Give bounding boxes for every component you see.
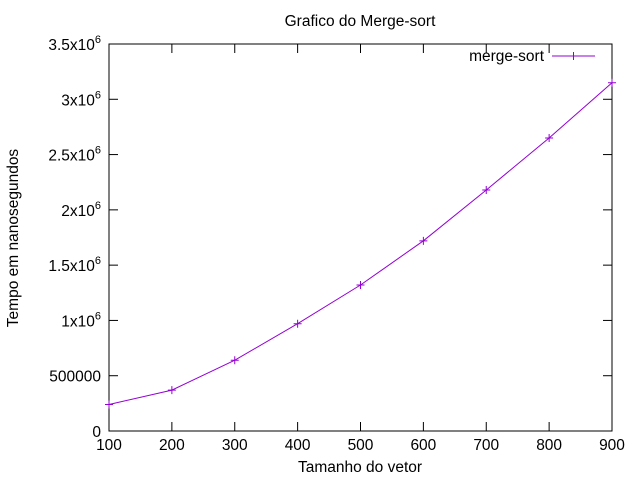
legend-label: merge-sort xyxy=(469,48,545,65)
y-tick-mantissa: 0 xyxy=(92,424,101,441)
y-axis-ticks: 05000001x1061.5x1062x1062.5x1063x1063.5x… xyxy=(48,34,612,441)
data-point-marker xyxy=(167,386,176,395)
data-point-marker xyxy=(105,400,113,409)
y-tick-label: 0 xyxy=(92,424,101,441)
data-point-marker xyxy=(545,133,554,142)
y-tick-mantissa: 1x10 xyxy=(61,313,95,330)
x-tick-label: 300 xyxy=(222,437,248,454)
y-tick-exponent: 6 xyxy=(95,34,101,46)
y-tick-exponent: 6 xyxy=(95,255,101,267)
y-tick-mantissa: 1.5x10 xyxy=(48,258,95,275)
y-tick-mantissa: 3x10 xyxy=(61,92,95,109)
y-tick-label: 2.5x106 xyxy=(48,145,101,165)
x-tick-label: 400 xyxy=(285,437,311,454)
x-tick-label: 900 xyxy=(599,437,625,454)
y-tick-label: 3.5x106 xyxy=(48,34,101,54)
x-axis-ticks: 100 200 300 400 500 600 700 800 900 xyxy=(96,44,625,454)
y-tick-exponent: 6 xyxy=(95,145,101,157)
x-tick-label: 500 xyxy=(348,437,374,454)
plot-frame xyxy=(108,43,613,432)
y-tick-label: 2x106 xyxy=(61,200,101,220)
y-tick-mantissa: 2x10 xyxy=(61,203,95,220)
y-tick-label: 3x106 xyxy=(61,89,101,109)
x-tick-label: 100 xyxy=(96,437,122,454)
data-point-marker xyxy=(419,236,428,245)
chart-title: Grafico do Merge-sort xyxy=(285,13,436,30)
x-tick-label: 700 xyxy=(473,437,499,454)
x-tick-label: 600 xyxy=(410,437,436,454)
y-tick-mantissa: 2.5x10 xyxy=(48,148,95,165)
series-layer xyxy=(105,78,616,409)
y-tick-label: 1.5x106 xyxy=(48,255,101,275)
data-point-marker xyxy=(356,281,365,290)
legend: merge-sort xyxy=(469,48,595,65)
y-axis-label: Tempo em nanosegundos xyxy=(5,149,22,328)
data-point-marker xyxy=(608,78,616,87)
y-tick-mantissa: 3.5x10 xyxy=(48,37,95,54)
x-tick-label: 200 xyxy=(159,437,185,454)
y-tick-exponent: 6 xyxy=(95,89,101,101)
y-tick-exponent: 6 xyxy=(95,200,101,212)
x-axis-label: Tamanho do vetor xyxy=(298,459,422,476)
data-point-marker xyxy=(482,185,491,194)
y-tick-exponent: 6 xyxy=(95,310,101,322)
y-tick-label: 1x106 xyxy=(61,310,101,330)
data-point-marker xyxy=(230,356,239,365)
data-point-marker xyxy=(293,319,302,328)
series-line xyxy=(108,82,613,405)
y-tick-mantissa: 500000 xyxy=(49,369,101,386)
y-tick-label: 500000 xyxy=(49,369,101,386)
x-tick-label: 800 xyxy=(536,437,562,454)
legend-marker xyxy=(569,52,578,60)
